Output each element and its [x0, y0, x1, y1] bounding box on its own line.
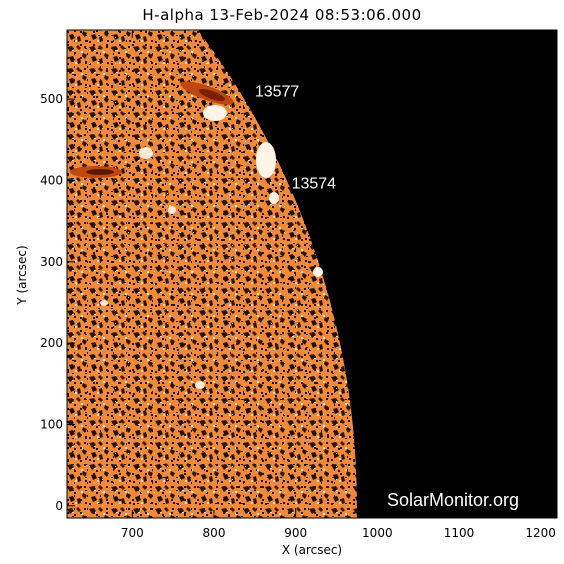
y-axis: 0 100 200 300 400 500 [40, 92, 557, 513]
y-tick-label-0: 0 [55, 499, 63, 513]
active-region-label-13574: 13574 [292, 176, 337, 193]
x-tick-label-1200: 1200 [525, 526, 556, 540]
y-axis-title: Y (arcsec) [15, 245, 29, 305]
active-region-labels: 13577 13574 [255, 84, 336, 193]
y-tick-label-500: 500 [40, 92, 63, 106]
x-axis: 700 800 900 1000 1100 1200 [121, 30, 556, 540]
y-tick-label-300: 300 [40, 255, 63, 269]
x-tick-label-900: 900 [284, 526, 307, 540]
y-tick-label-400: 400 [40, 173, 63, 187]
y-tick-label-200: 200 [40, 336, 63, 350]
watermark: SolarMonitor.org [387, 490, 519, 510]
x-tick-label-1000: 1000 [362, 526, 393, 540]
x-tick-label-700: 700 [121, 526, 144, 540]
x-axis-title: X (arcsec) [282, 543, 342, 557]
y-tick-label-100: 100 [40, 417, 63, 431]
image-title: H-alpha 13-Feb-2024 08:53:06.000 [142, 6, 422, 24]
x-tick-label-800: 800 [203, 526, 226, 540]
plot-frame [66, 29, 558, 519]
plage-regions [100, 105, 323, 389]
active-region-label-13577: 13577 [255, 84, 300, 101]
filaments [70, 81, 234, 178]
image-panel: 13577 13574 SolarMonitor.org [67, 30, 557, 518]
x-tick-label-1100: 1100 [444, 526, 475, 540]
